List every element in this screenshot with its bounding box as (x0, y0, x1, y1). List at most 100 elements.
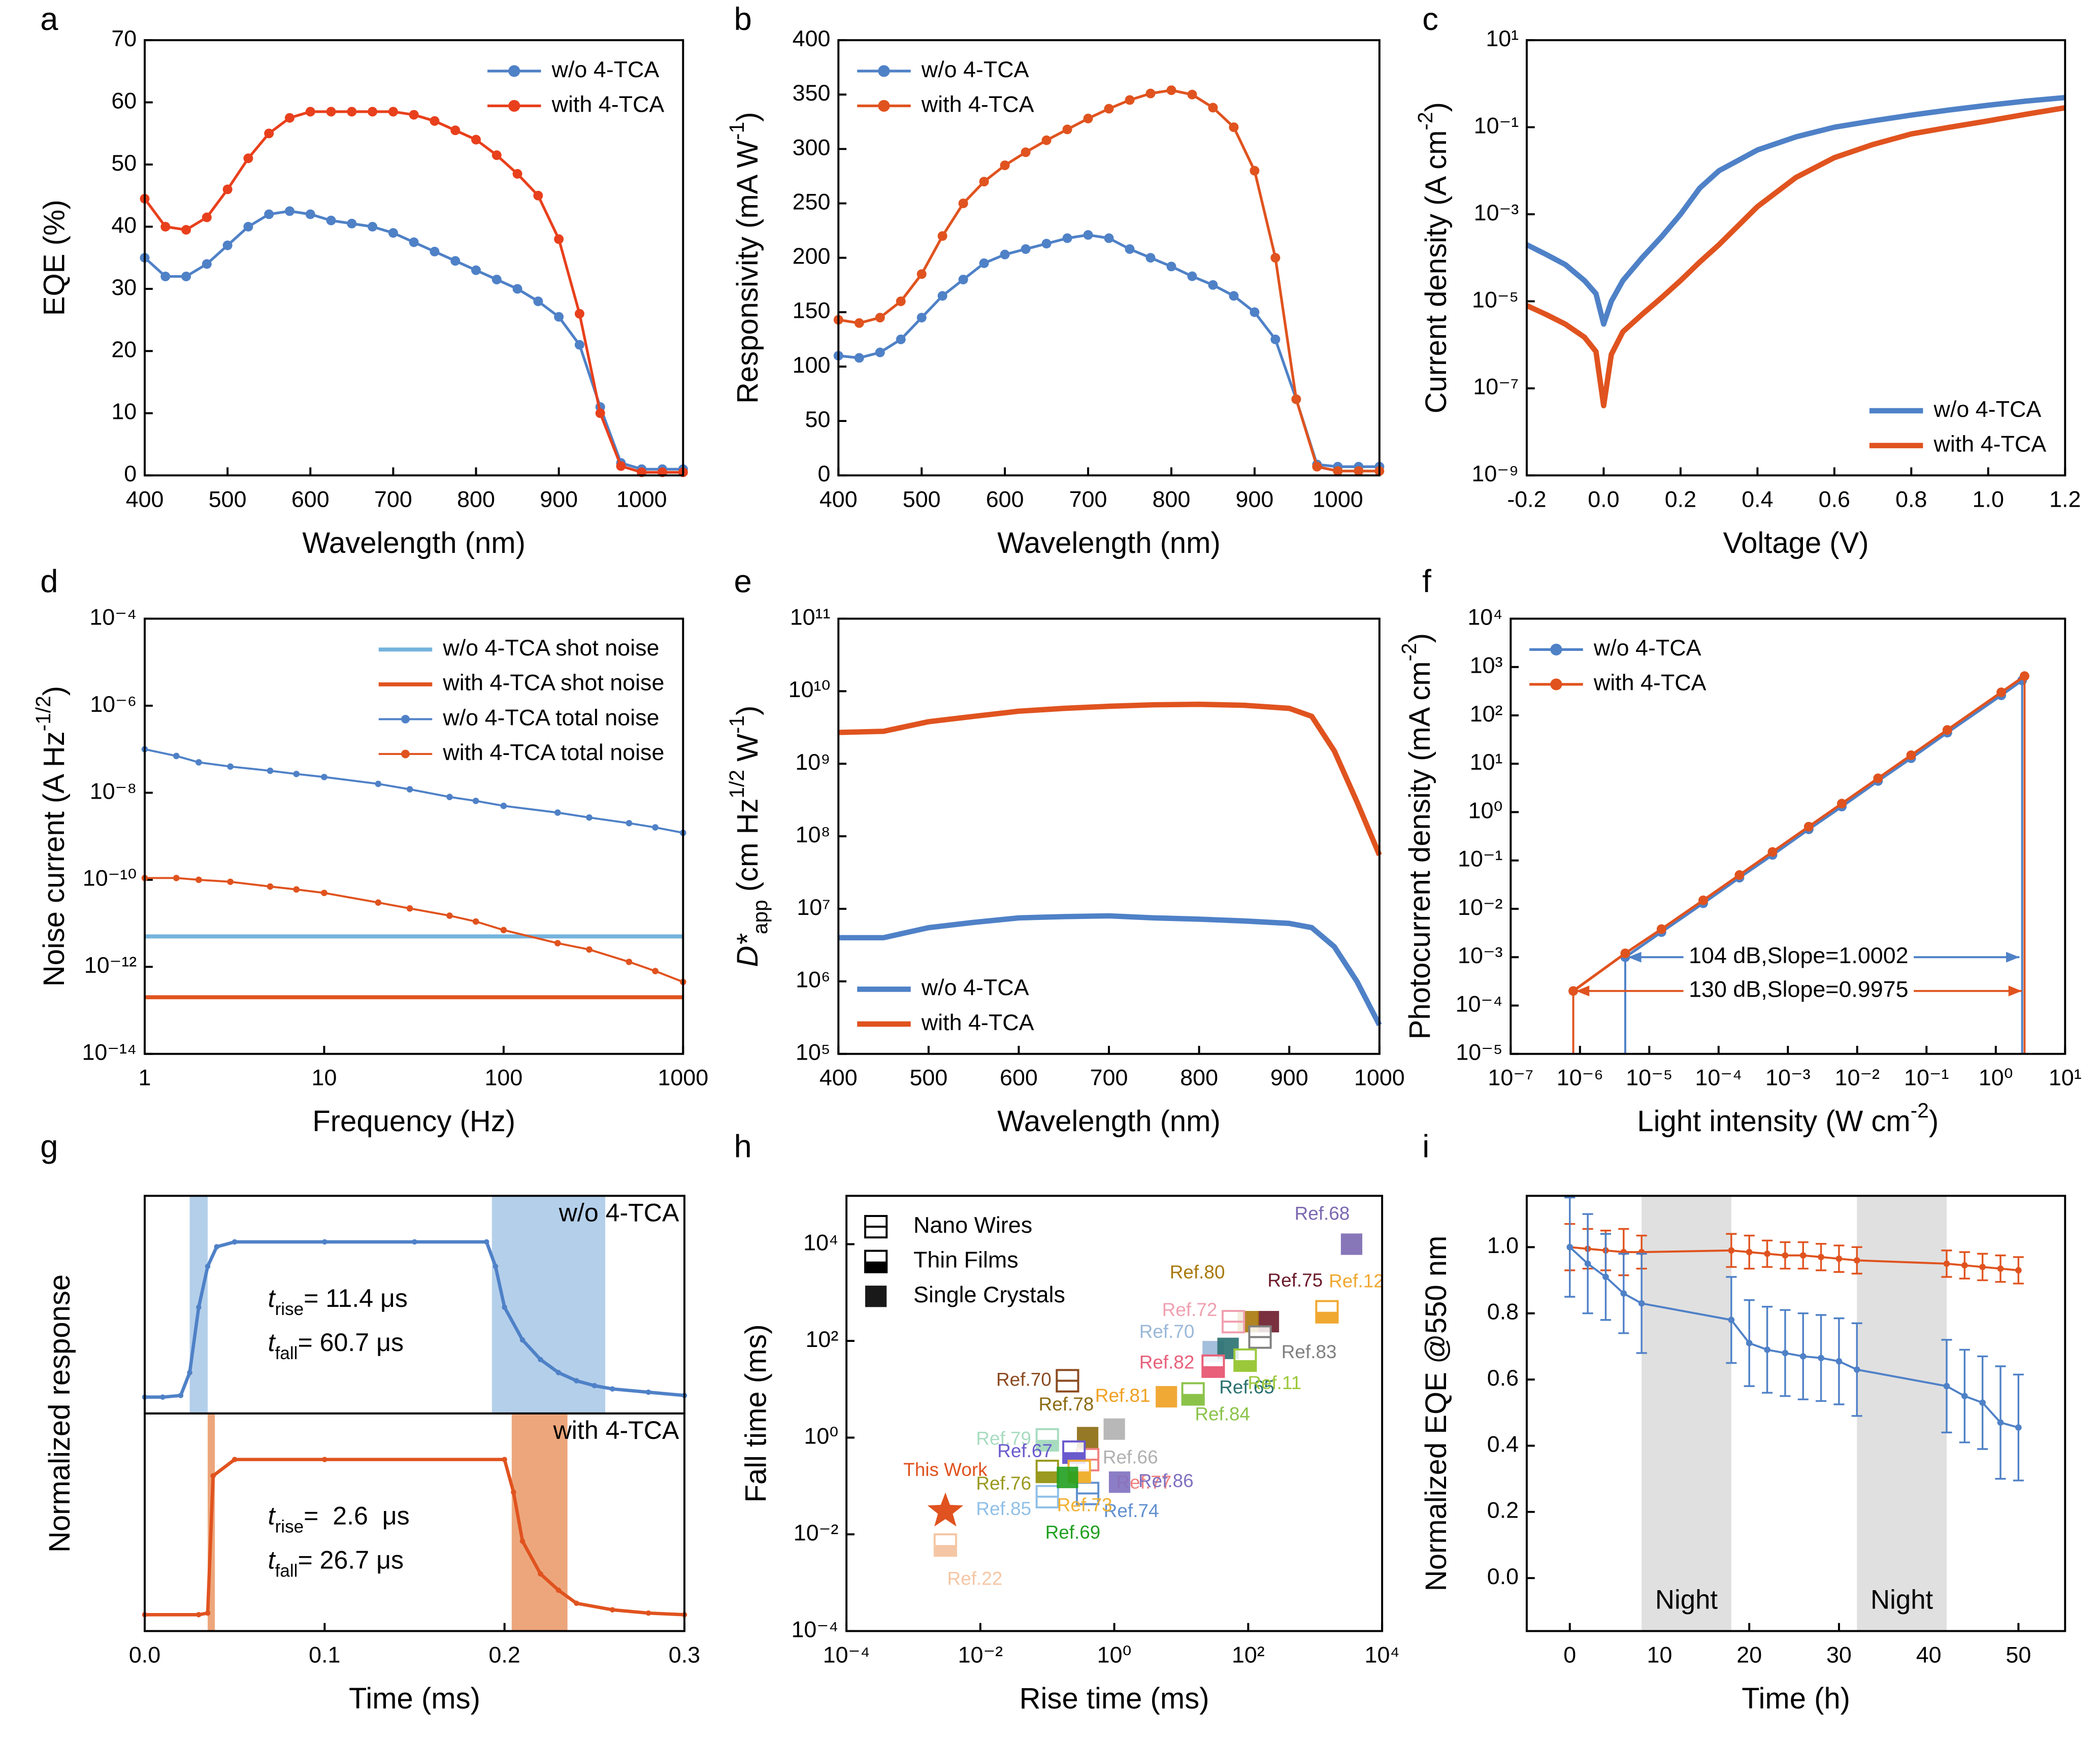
trace-point (232, 1239, 238, 1245)
data-point (1208, 280, 1218, 290)
y-tick-label: 10⁻⁶ (90, 691, 137, 717)
x-tick-label: 700 (1090, 1065, 1128, 1091)
y-tick-label: 10⁻¹ (1458, 846, 1502, 872)
point-label: Ref.80 (1170, 1262, 1225, 1282)
point-label: Ref.79 (976, 1428, 1031, 1449)
x-tick-label: 700 (1069, 486, 1107, 512)
y-tick-label: 0 (818, 461, 831, 486)
data-point (512, 169, 522, 179)
y-axis-label: Current density (A cm-2) (1414, 102, 1453, 413)
legend-label: w/o 4-TCA total noise (442, 704, 659, 730)
data-point (471, 265, 481, 275)
x-tick-label: 1000 (658, 1065, 708, 1091)
trace-point (538, 1571, 543, 1577)
point-label: Ref.12 (1329, 1270, 1384, 1291)
data-point (1333, 466, 1343, 476)
trace-point (645, 1389, 651, 1395)
panel-label: i (1422, 1129, 1429, 1165)
data-point (1187, 89, 1197, 100)
trace-point (205, 1264, 211, 1269)
y-tick-label: 10⁵ (796, 1039, 830, 1065)
legend: w/o 4-TCA shot noise with 4-TCA shot nois… (378, 635, 664, 765)
x-tick-label: 900 (1236, 486, 1274, 512)
series-line (1525, 105, 2066, 409)
marker-detail (865, 1261, 887, 1272)
y-tick-label: 10⁻⁴ (89, 604, 137, 630)
x-axis-label: Wavelength (nm) (997, 527, 1221, 560)
data-point (293, 886, 300, 893)
y-tick-label: 10⁰ (1468, 797, 1503, 823)
y-tick-label: 200 (793, 243, 831, 269)
y-tick-label: 100 (793, 352, 831, 378)
data-point (533, 190, 543, 201)
y-axis-label-sup: -2 (1397, 643, 1421, 661)
trace-point (574, 1600, 579, 1606)
legend: w/o 4-TCA with 4-TCA (857, 56, 1034, 117)
marker (1057, 1466, 1078, 1489)
y-tick-label: 10⁻¹ (1474, 112, 1519, 138)
point-label: Ref.83 (1282, 1341, 1337, 1362)
data-point (595, 408, 605, 418)
data-point (222, 184, 233, 194)
trace-point (205, 1610, 211, 1616)
y-tick-label: 0.0 (1487, 1563, 1519, 1589)
x-tick-label: 1000 (1354, 1065, 1405, 1091)
subplot-title: w/o 4-TCA (559, 1198, 679, 1227)
legend-label: with 4-TCA shot noise (442, 670, 664, 696)
data-point (1270, 334, 1281, 344)
x-tick-label: 10 (1647, 1641, 1672, 1667)
marker-detail (1036, 1439, 1058, 1451)
annotation-sub: fall (275, 1343, 298, 1363)
point-label: Ref.22 (947, 1568, 1003, 1589)
x-tick-label: 1000 (616, 486, 667, 512)
x-tick-label: 800 (1153, 486, 1191, 512)
data-point (173, 874, 180, 881)
x-tick-label: 900 (540, 486, 578, 512)
y-axis-label: D*app (cm Hz1/2 W-1) (725, 706, 772, 967)
data-point (1104, 104, 1114, 114)
highlight-span (1857, 1196, 1947, 1631)
data-point (227, 878, 234, 885)
data-point (160, 271, 171, 281)
y-axis-label: EQE (%) (38, 200, 71, 316)
y-tick-label: 10⁹ (795, 749, 830, 775)
y-axis-label-sup: 1/2 (725, 770, 748, 798)
point-label: Ref.68 (1295, 1203, 1350, 1224)
data-point (958, 275, 968, 285)
x-tick-label: 0.2 (488, 1641, 520, 1667)
x-tick-label: 700 (374, 486, 412, 512)
y-axis-label-italic: D* (732, 933, 765, 967)
x-tick-label: 400 (819, 1065, 858, 1091)
y-axis-label-part: Responsivity (mA W (732, 140, 765, 404)
x-tick-label: 0.4 (1742, 486, 1773, 512)
annotation-part: = 26.7 μs (298, 1546, 404, 1574)
x-tick-label: 0.6 (1819, 486, 1850, 512)
series-line (143, 110, 683, 474)
annotation-part: = 60.7 μs (298, 1328, 404, 1357)
data-point (875, 313, 885, 323)
x-axis-label: Time (ms) (349, 1682, 480, 1715)
x-axis-label: Time (h) (1742, 1682, 1850, 1715)
data-point (896, 334, 906, 344)
data-point (1782, 1252, 1789, 1259)
data-point (1764, 1251, 1770, 1257)
data-point (491, 275, 502, 285)
y-tick-label: 10⁰ (804, 1423, 838, 1449)
point-label: Ref.84 (1195, 1403, 1250, 1424)
point-label: Ref.85 (976, 1498, 1031, 1519)
legend-label: Single Crystals (913, 1281, 1065, 1307)
data-point (491, 150, 502, 160)
data-point (1746, 1340, 1753, 1346)
highlight-span (1642, 1196, 1731, 1631)
data-point (222, 240, 233, 250)
x-tick-label: 10⁻² (958, 1641, 1003, 1667)
data-point (1021, 147, 1031, 157)
y-tick-label: 50 (805, 406, 831, 432)
y-tick-label: 10⁻⁷ (1473, 374, 1519, 400)
data-point (1125, 244, 1135, 254)
data-point (1996, 687, 2007, 698)
data-point (554, 312, 564, 322)
data-point (626, 959, 633, 965)
legend: w/o 4-TCA with 4-TCA (487, 56, 664, 117)
